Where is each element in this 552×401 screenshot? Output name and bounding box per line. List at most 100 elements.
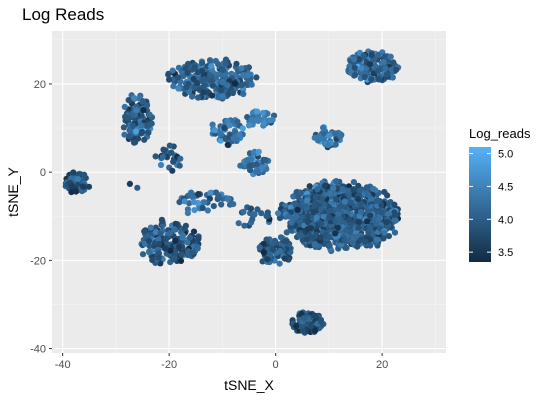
data-point	[337, 133, 344, 140]
data-point	[385, 210, 392, 217]
data-point	[296, 221, 303, 228]
data-point	[184, 239, 191, 246]
data-point	[260, 240, 267, 247]
data-point	[326, 214, 333, 221]
data-point	[181, 198, 188, 205]
data-point	[139, 128, 146, 135]
data-point	[238, 82, 245, 89]
data-point	[277, 234, 285, 241]
data-point	[339, 186, 346, 193]
data-point	[155, 240, 163, 248]
data-point	[375, 51, 382, 59]
data-point	[178, 251, 185, 258]
data-point	[152, 229, 159, 236]
data-point	[172, 237, 179, 245]
data-point	[225, 195, 232, 202]
data-point	[259, 109, 267, 117]
data-point	[333, 178, 340, 185]
data-point	[354, 243, 361, 250]
data-point	[68, 183, 76, 190]
data-point	[269, 246, 276, 253]
data-point	[373, 197, 380, 205]
data-point	[304, 219, 311, 226]
data-point	[224, 82, 231, 89]
data-point	[170, 158, 177, 165]
data-point	[341, 198, 349, 205]
data-point	[240, 208, 247, 215]
data-point	[255, 148, 262, 155]
data-point	[345, 187, 352, 195]
data-point	[195, 235, 202, 243]
data-point	[269, 116, 276, 123]
data-point	[341, 237, 348, 244]
data-point	[194, 245, 201, 252]
data-point	[240, 72, 247, 79]
data-point	[375, 216, 382, 223]
data-point	[204, 207, 211, 214]
data-point	[320, 124, 327, 131]
data-point	[165, 70, 172, 77]
data-point	[368, 203, 375, 210]
data-point	[346, 216, 353, 223]
data-point	[311, 134, 318, 141]
data-point	[357, 208, 364, 215]
data-point	[334, 206, 341, 213]
data-point	[259, 258, 266, 265]
data-point	[189, 194, 197, 201]
data-point	[260, 249, 267, 256]
data-point	[290, 193, 297, 200]
data-point	[382, 65, 389, 72]
data-point	[297, 232, 304, 239]
data-point	[355, 224, 362, 231]
data-point	[195, 191, 202, 198]
data-point	[182, 65, 189, 72]
data-point	[177, 155, 184, 162]
data-point	[85, 183, 93, 190]
data-point	[159, 218, 166, 225]
data-point	[201, 82, 208, 90]
data-point	[381, 229, 388, 236]
y-axis-title: tSNE_Y	[5, 166, 21, 216]
data-point	[276, 260, 283, 267]
y-axis: -40 -20 0 20	[30, 79, 52, 356]
data-point	[254, 108, 261, 115]
data-point	[169, 67, 176, 74]
data-point	[244, 157, 251, 164]
legend-tick-label: 3.5	[498, 247, 513, 259]
data-point	[245, 122, 253, 129]
data-point	[311, 327, 319, 334]
data-point	[127, 127, 134, 134]
data-point	[143, 102, 151, 109]
data-point	[332, 230, 339, 237]
data-point	[219, 78, 227, 85]
data-point	[219, 66, 226, 74]
data-point	[195, 94, 202, 101]
data-point	[171, 255, 178, 262]
data-point	[179, 232, 186, 239]
data-point	[184, 210, 191, 217]
data-point	[140, 107, 147, 114]
data-point	[310, 209, 317, 216]
data-point	[141, 228, 148, 235]
data-point	[307, 323, 314, 330]
data-point	[363, 65, 370, 72]
data-point	[161, 147, 168, 154]
data-point	[304, 197, 311, 204]
data-point	[188, 189, 195, 196]
data-point	[249, 216, 256, 223]
data-point	[230, 201, 237, 208]
data-point	[172, 220, 179, 227]
data-point	[157, 230, 164, 237]
x-tick-label: -40	[55, 359, 71, 371]
data-point	[351, 56, 358, 63]
data-point	[138, 122, 145, 129]
data-point	[343, 244, 350, 251]
data-point	[293, 322, 300, 330]
x-axis: -40 -20 0 20	[55, 353, 388, 371]
data-point	[380, 235, 387, 242]
data-point	[199, 60, 206, 67]
data-point	[175, 85, 182, 92]
data-point	[248, 116, 255, 123]
x-tick-label: 0	[273, 359, 279, 371]
data-point	[367, 224, 374, 231]
